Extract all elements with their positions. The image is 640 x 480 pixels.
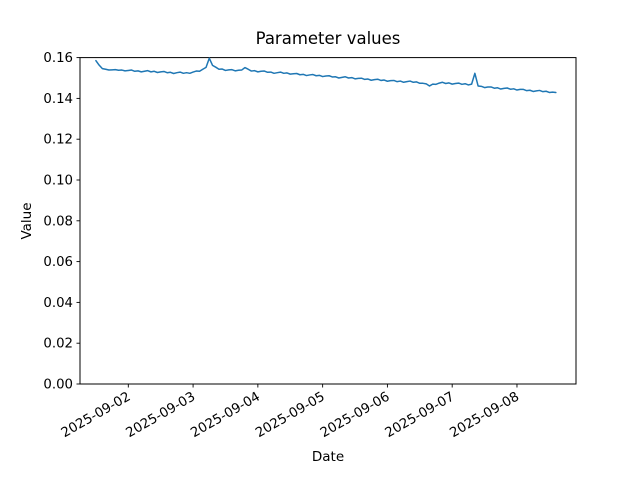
x-tick-label: 2025-09-04 (188, 389, 262, 441)
x-axis-label: Date (311, 449, 345, 465)
data-line (95, 57, 557, 94)
y-tick-label: 0.02 (43, 337, 73, 352)
y-tick-label: 0.10 (43, 174, 73, 189)
y-tick-label: 0.04 (43, 296, 73, 311)
x-tick-label: 2025-09-08 (448, 389, 522, 441)
chart-title: Parameter values (255, 29, 401, 48)
x-tick-label: 2025-09-03 (124, 389, 198, 441)
x-tick-label: 2025-09-07 (383, 389, 457, 441)
axes-frame (79, 57, 577, 385)
x-tick-label: 2025-09-02 (59, 389, 133, 441)
y-tick-label: 0.12 (43, 133, 73, 148)
y-tick-label: 0.16 (43, 51, 73, 66)
y-tick-label: 0.06 (43, 255, 73, 270)
x-tick-label: 2025-09-05 (253, 389, 327, 441)
x-tick-label: 2025-09-06 (318, 389, 392, 441)
y-tick-label: 0.14 (43, 92, 73, 107)
y-tick-label: 0.00 (43, 378, 73, 393)
y-tick-label: 0.08 (43, 214, 73, 229)
